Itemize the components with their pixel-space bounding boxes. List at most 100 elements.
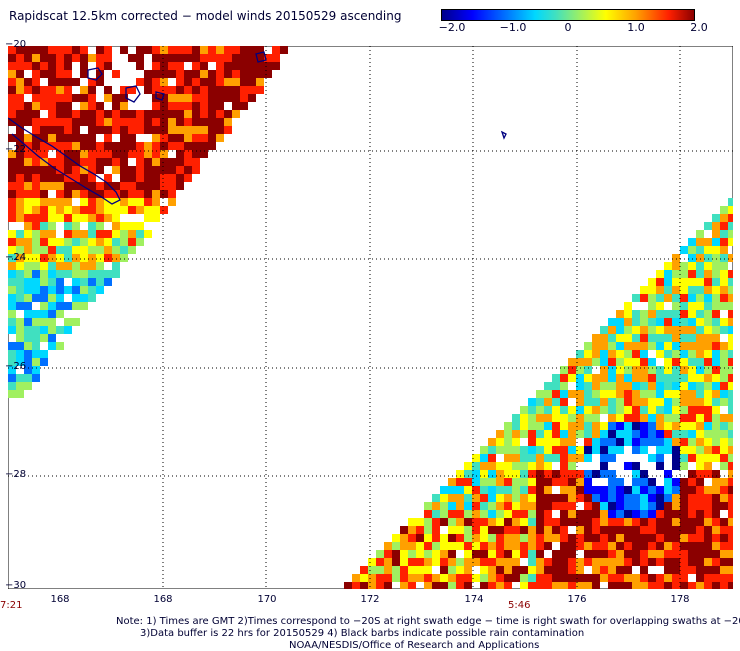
wind-cell <box>640 542 648 550</box>
wind-cell <box>216 102 224 110</box>
wind-cell <box>408 518 416 526</box>
wind-cell <box>16 342 24 350</box>
wind-cell <box>512 454 520 462</box>
wind-cell <box>584 582 592 589</box>
wind-cell <box>192 102 200 110</box>
wind-cell <box>648 502 656 510</box>
wind-cell <box>696 518 704 526</box>
wind-cell <box>160 182 168 190</box>
wind-cell <box>96 118 104 126</box>
wind-cell <box>632 494 640 502</box>
wind-cell <box>720 294 728 302</box>
wind-cell <box>376 558 384 566</box>
wind-cell <box>80 46 88 54</box>
wind-cell <box>720 446 728 454</box>
wind-cell <box>472 542 480 550</box>
wind-cell <box>536 430 544 438</box>
swath-time-label: 7:21 <box>0 600 23 611</box>
wind-cell <box>712 230 720 238</box>
wind-cell <box>632 502 640 510</box>
wind-cell <box>656 510 664 518</box>
wind-cell <box>112 206 120 214</box>
wind-cell <box>536 542 544 550</box>
wind-cell <box>360 566 368 574</box>
wind-cell <box>104 126 112 134</box>
wind-cell <box>616 534 624 542</box>
wind-cell <box>656 294 664 302</box>
wind-cell <box>720 286 728 294</box>
wind-cell <box>168 86 176 94</box>
wind-cell <box>632 486 640 494</box>
wind-cell <box>496 566 504 574</box>
wind-cell <box>712 582 720 589</box>
wind-cell <box>488 542 496 550</box>
wind-cell <box>40 230 48 238</box>
wind-cell <box>584 526 592 534</box>
wind-cell <box>624 374 632 382</box>
wind-cell <box>48 262 56 270</box>
wind-cell <box>696 310 704 318</box>
wind-cell <box>616 486 624 494</box>
wind-cell <box>456 534 464 542</box>
wind-cell <box>112 246 120 254</box>
wind-cell <box>704 334 712 342</box>
wind-cell <box>480 494 488 502</box>
wind-cell <box>656 318 664 326</box>
wind-cell <box>24 342 32 350</box>
wind-cell <box>464 566 472 574</box>
wind-cell <box>720 382 728 390</box>
wind-cell <box>552 446 560 454</box>
wind-cell <box>72 206 80 214</box>
wind-cell <box>608 486 616 494</box>
wind-cell <box>88 254 96 262</box>
wind-cell <box>576 398 584 406</box>
wind-cell <box>592 422 600 430</box>
wind-cell <box>616 558 624 566</box>
wind-cell <box>672 374 680 382</box>
wind-cell <box>704 238 712 246</box>
wind-cell <box>616 334 624 342</box>
wind-cell <box>24 182 32 190</box>
wind-cell <box>688 502 696 510</box>
wind-cell <box>592 430 600 438</box>
wind-cell <box>80 214 88 222</box>
wind-cell <box>504 438 512 446</box>
wind-cell <box>696 438 704 446</box>
wind-cell <box>656 582 664 589</box>
wind-cell <box>168 94 176 102</box>
wind-cell <box>680 366 688 374</box>
wind-cell <box>544 574 552 582</box>
wind-cell <box>192 86 200 94</box>
wind-cell <box>176 86 184 94</box>
wind-cell <box>560 390 568 398</box>
wind-cell <box>560 446 568 454</box>
wind-cell <box>688 302 696 310</box>
wind-cell <box>48 286 56 294</box>
wind-cell <box>216 118 224 126</box>
wind-cell <box>672 406 680 414</box>
wind-cell <box>464 574 472 582</box>
wind-cell <box>496 518 504 526</box>
wind-cell <box>632 342 640 350</box>
wind-cell <box>24 206 32 214</box>
wind-cell <box>400 542 408 550</box>
wind-cell <box>704 446 712 454</box>
wind-cell <box>696 550 704 558</box>
wind-cell <box>32 190 40 198</box>
wind-cell <box>648 430 656 438</box>
wind-cell <box>600 438 608 446</box>
wind-cell <box>80 134 88 142</box>
wind-cell <box>104 246 112 254</box>
wind-cell <box>680 558 688 566</box>
wind-cell <box>24 222 32 230</box>
colorbar-tick-label: 0 <box>564 21 572 34</box>
wind-cell <box>632 550 640 558</box>
wind-cell <box>416 534 424 542</box>
wind-cell <box>24 366 32 374</box>
wind-cell <box>656 422 664 430</box>
wind-cell <box>488 558 496 566</box>
wind-cell <box>64 318 72 326</box>
wind-cell <box>624 550 632 558</box>
wind-cell <box>176 174 184 182</box>
wind-cell <box>56 142 64 150</box>
